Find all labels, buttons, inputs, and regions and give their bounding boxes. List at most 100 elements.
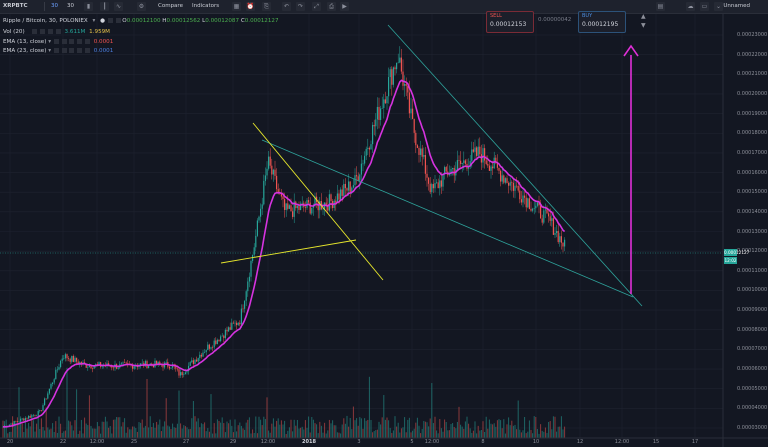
- candle-body: [408, 92, 410, 114]
- chevron-down-icon[interactable]: ▾: [92, 18, 96, 24]
- candles-icon[interactable]: ┃: [100, 2, 109, 11]
- chart-properties-icon[interactable]: ▤: [656, 2, 665, 11]
- volume-bar: [144, 425, 146, 438]
- timeframe-dropdown[interactable]: 30: [67, 3, 74, 9]
- volume-bar: [88, 395, 90, 438]
- panel-arrow-down-icon[interactable]: ▼: [641, 22, 646, 29]
- undo-icon[interactable]: ↶: [282, 2, 291, 11]
- volume-bar: [192, 400, 194, 438]
- layout-icon[interactable]: ▭: [700, 2, 709, 11]
- candle-body: [392, 67, 394, 85]
- candle-body: [68, 358, 70, 359]
- volume-bar: [455, 428, 457, 438]
- candle-body: [285, 203, 287, 210]
- templates-icon[interactable]: ▦: [232, 2, 241, 11]
- symbol-search[interactable]: XRPBTC: [3, 3, 28, 9]
- chevron-down-icon[interactable]: ▾: [48, 48, 52, 54]
- candle-body: [74, 357, 76, 362]
- volume-legend[interactable]: Vol (20) 3.611M 1.959M: [3, 29, 110, 35]
- series-legend[interactable]: Ripple / Bitcoin, 30, POLONIEX ▾ ● O0.00…: [3, 18, 279, 24]
- layout-dropdown-icon[interactable]: ⌄: [714, 2, 723, 11]
- volume-bar: [101, 421, 103, 438]
- volume-bar: [527, 431, 529, 438]
- candle-body: [424, 154, 426, 174]
- volume-bar: [368, 376, 370, 438]
- volume-bar: [40, 418, 42, 438]
- volume-bar: [556, 431, 558, 438]
- candle-body: [8, 424, 10, 426]
- candle-body: [93, 366, 95, 369]
- volume-bar: [434, 416, 436, 438]
- compare-button[interactable]: Compare: [158, 3, 183, 9]
- candle-body: [207, 344, 209, 351]
- ema23-legend[interactable]: EMA (23, close) ▾ 0.0001: [3, 48, 113, 54]
- volume-bar: [524, 416, 526, 438]
- volume-bar: [404, 417, 406, 438]
- volume-bar: [463, 428, 465, 438]
- volume-bar: [13, 422, 15, 438]
- candle-body: [58, 367, 60, 370]
- settings-gear-icon[interactable]: ⚙: [137, 2, 146, 11]
- volume-bar: [72, 430, 74, 438]
- volume-bar: [460, 424, 462, 438]
- candle-body: [554, 233, 556, 235]
- line-style-icon[interactable]: ∿: [114, 2, 123, 11]
- candle-body: [557, 231, 559, 243]
- timeframe-button[interactable]: 30: [51, 3, 58, 9]
- candle-body: [535, 205, 537, 209]
- candle-body: [210, 347, 212, 349]
- candle-body: [175, 366, 177, 369]
- sell-button[interactable]: SELL 0.00012153: [486, 11, 534, 33]
- volume-bar: [111, 433, 113, 438]
- panel-arrow-up-icon[interactable]: ▲: [641, 13, 646, 20]
- volume-bar: [474, 421, 476, 438]
- publish-icon[interactable]: ▶: [340, 2, 349, 11]
- candle-body: [559, 236, 561, 243]
- candle-body: [420, 148, 422, 155]
- candle-body: [204, 352, 206, 353]
- volume-bar: [386, 417, 388, 438]
- volume-bar: [356, 418, 358, 438]
- volume-bar: [343, 418, 345, 438]
- volume-bar: [445, 422, 447, 438]
- ema13-legend[interactable]: EMA (13, close) ▾ 0.0001: [3, 39, 113, 45]
- candle-body: [212, 347, 214, 348]
- chevron-down-icon[interactable]: ▾: [48, 39, 52, 45]
- candle-body: [383, 99, 385, 108]
- candle-body: [44, 398, 46, 406]
- candle-body: [477, 146, 479, 156]
- candle-body: [117, 367, 119, 369]
- screenshot-icon[interactable]: ⎙: [327, 2, 336, 11]
- candle-body: [216, 339, 218, 344]
- candle-body: [500, 170, 502, 182]
- volume-bar: [66, 367, 68, 438]
- volume-bar: [61, 432, 63, 438]
- price-tick-label: 0.00003000: [737, 425, 768, 431]
- fullscreen-icon[interactable]: ⤢: [312, 2, 321, 11]
- candle-body: [15, 420, 17, 422]
- candle-body: [269, 156, 271, 166]
- layout-name[interactable]: Unnamed: [723, 3, 750, 9]
- volume-bar: [10, 431, 12, 438]
- volume-bar: [248, 417, 250, 438]
- candle-body: [77, 361, 79, 365]
- bar-style-icon[interactable]: ▮: [84, 2, 93, 11]
- pennant-lower-trendline: [220, 239, 357, 264]
- volume-bar: [45, 407, 47, 438]
- price-tick-label: 0.00006000: [737, 366, 768, 373]
- indicators-button[interactable]: Indicators: [192, 3, 220, 9]
- cloud-save-icon[interactable]: ☁: [686, 2, 695, 11]
- redo-icon[interactable]: ↷: [296, 2, 305, 11]
- volume-bar: [178, 390, 180, 438]
- buy-button[interactable]: BUY 0.00012195: [578, 11, 626, 33]
- legend-chip: [53, 48, 59, 53]
- alert-icon[interactable]: ⏰: [246, 2, 255, 11]
- volume-bar: [8, 431, 10, 438]
- candle-body: [416, 145, 418, 148]
- candle-body: [413, 118, 415, 133]
- candle-body: [493, 157, 495, 169]
- candle-body: [319, 201, 321, 211]
- replay-icon[interactable]: ⎘: [262, 2, 271, 11]
- volume-bar: [167, 425, 169, 438]
